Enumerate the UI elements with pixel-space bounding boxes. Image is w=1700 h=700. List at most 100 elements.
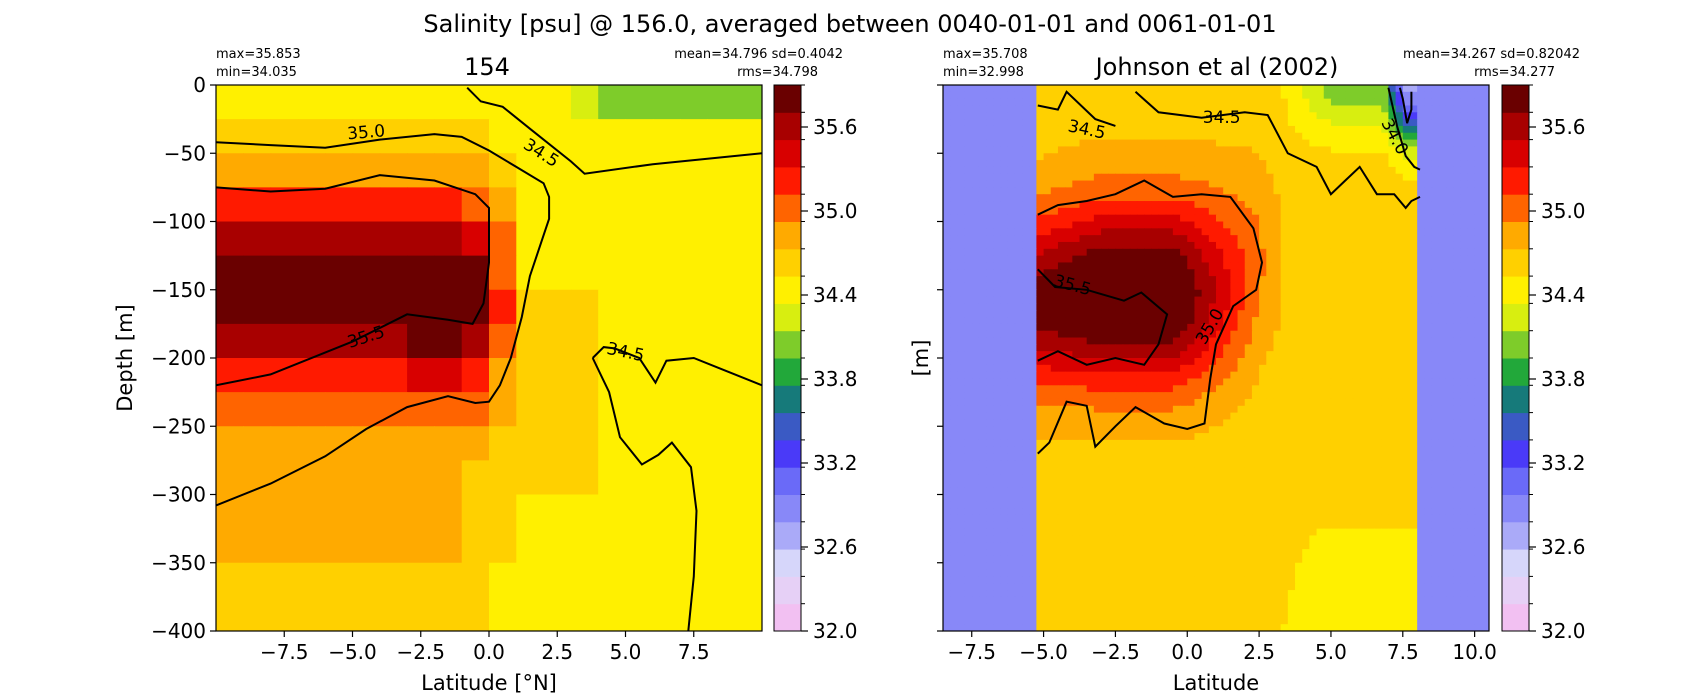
heatmap-cell <box>971 173 980 182</box>
heatmap-cell <box>1366 173 1375 182</box>
heatmap-cell <box>1467 330 1476 339</box>
heatmap-cell <box>1223 269 1231 277</box>
heatmap-cell <box>1079 139 1088 148</box>
heatmap-cell <box>1438 166 1447 175</box>
heatmap-cell <box>1280 289 1289 298</box>
heatmap-cell <box>1366 139 1375 148</box>
heatmap-cell <box>1295 201 1303 209</box>
heatmap-cell <box>1158 125 1167 134</box>
heatmap-cell <box>1136 426 1145 434</box>
heatmap-cell <box>1065 187 1073 195</box>
heatmap-cell <box>1122 317 1131 325</box>
heatmap-cell <box>993 255 1002 264</box>
heatmap-cell <box>1129 487 1138 496</box>
heatmap-cell <box>957 398 966 407</box>
heatmap-cell <box>1251 446 1260 455</box>
heatmap-cell <box>1057 248 1066 257</box>
heatmap-cell <box>1481 460 1489 468</box>
heatmap-cell <box>1237 419 1246 427</box>
heatmap-cell <box>1158 289 1167 298</box>
heatmap-cell <box>1079 392 1088 400</box>
heatmap-cell <box>1144 474 1152 482</box>
heatmap-cell <box>1187 337 1196 345</box>
heatmap-cell <box>1093 153 1102 161</box>
heatmap-cell <box>1366 371 1375 380</box>
heatmap-cell <box>1022 453 1030 461</box>
heatmap-cell <box>1359 201 1368 209</box>
heatmap-cell <box>1467 392 1476 400</box>
heatmap-cell <box>1136 248 1145 257</box>
heatmap-cell <box>1029 241 1037 250</box>
heatmap-cell <box>1287 262 1296 270</box>
heatmap-cell <box>1208 412 1217 421</box>
heatmap-cell <box>1273 351 1282 359</box>
heatmap-cell <box>1431 398 1440 407</box>
heatmap-cell <box>1000 323 1009 332</box>
heatmap-cell <box>1359 166 1368 175</box>
heatmap-cell <box>1065 310 1073 318</box>
heatmap-cell <box>964 269 973 277</box>
heatmap-cell <box>1072 269 1081 277</box>
heatmap-cell <box>1129 439 1138 448</box>
heatmap-cell <box>950 262 958 270</box>
heatmap-cell <box>971 228 980 236</box>
heatmap-cell <box>1424 296 1433 304</box>
colorbar-tick-label: 33.8 <box>813 367 858 391</box>
heatmap-cell <box>1043 262 1052 270</box>
heatmap-cell <box>1302 132 1310 141</box>
heatmap-cell <box>1208 166 1217 175</box>
heatmap-cell <box>1453 248 1461 257</box>
heatmap-cell <box>1474 153 1483 161</box>
heatmap-cell <box>1381 125 1390 134</box>
heatmap-cell <box>1417 85 1425 93</box>
heatmap-cell <box>1036 330 1045 339</box>
heatmap-cell <box>1467 398 1476 407</box>
heatmap-cell <box>1057 255 1066 264</box>
heatmap-cell <box>1251 323 1260 332</box>
heatmap-cell <box>1022 207 1030 216</box>
heatmap-cell <box>297 460 326 496</box>
heatmap-cell <box>734 562 762 598</box>
heatmap-cell <box>1460 221 1469 229</box>
heatmap-cell <box>1266 207 1275 216</box>
heatmap-cell <box>1129 85 1138 93</box>
heatmap-cell <box>1194 426 1203 434</box>
heatmap-cell <box>1266 228 1275 236</box>
heatmap-cell <box>1108 453 1117 461</box>
heatmap-cell <box>1208 317 1217 325</box>
heatmap-cell <box>1180 289 1188 298</box>
heatmap-cell <box>1216 446 1224 455</box>
heatmap-cell <box>1438 262 1447 270</box>
heatmap-cell <box>489 460 517 496</box>
heatmap-cell <box>1022 398 1030 407</box>
heatmap-cell <box>971 358 980 366</box>
heatmap-cell <box>1309 276 1318 284</box>
heatmap-cell <box>1323 276 1332 284</box>
heatmap-cell <box>1007 419 1016 427</box>
heatmap-cell <box>1467 412 1476 421</box>
heatmap-cell <box>1388 439 1397 448</box>
heatmap-cell <box>407 358 435 393</box>
heatmap-cell <box>1065 303 1073 311</box>
heatmap-cell <box>1007 173 1016 182</box>
heatmap-cell <box>1022 248 1030 257</box>
heatmap-cell <box>1093 398 1102 407</box>
heatmap-cell <box>1338 289 1346 298</box>
heatmap-cell <box>1216 248 1224 257</box>
heatmap-cell <box>1036 214 1045 223</box>
heatmap-cell <box>1086 119 1095 127</box>
heatmap-cell <box>1065 392 1073 400</box>
heatmap-cell <box>1453 235 1461 243</box>
heatmap-cell <box>1165 330 1174 339</box>
heatmap-cell <box>1172 467 1181 475</box>
heatmap-cell <box>1453 132 1461 141</box>
heatmap-cell <box>1122 419 1131 427</box>
heatmap-cell <box>1201 214 1210 223</box>
heatmap-cell <box>1438 303 1447 311</box>
heatmap-cell <box>1244 351 1253 359</box>
heatmap-cell <box>1445 378 1454 386</box>
heatmap-cell <box>1244 371 1253 380</box>
heatmap-cell <box>1208 351 1217 359</box>
heatmap-cell <box>1194 248 1203 257</box>
heatmap-cell <box>1302 378 1310 386</box>
